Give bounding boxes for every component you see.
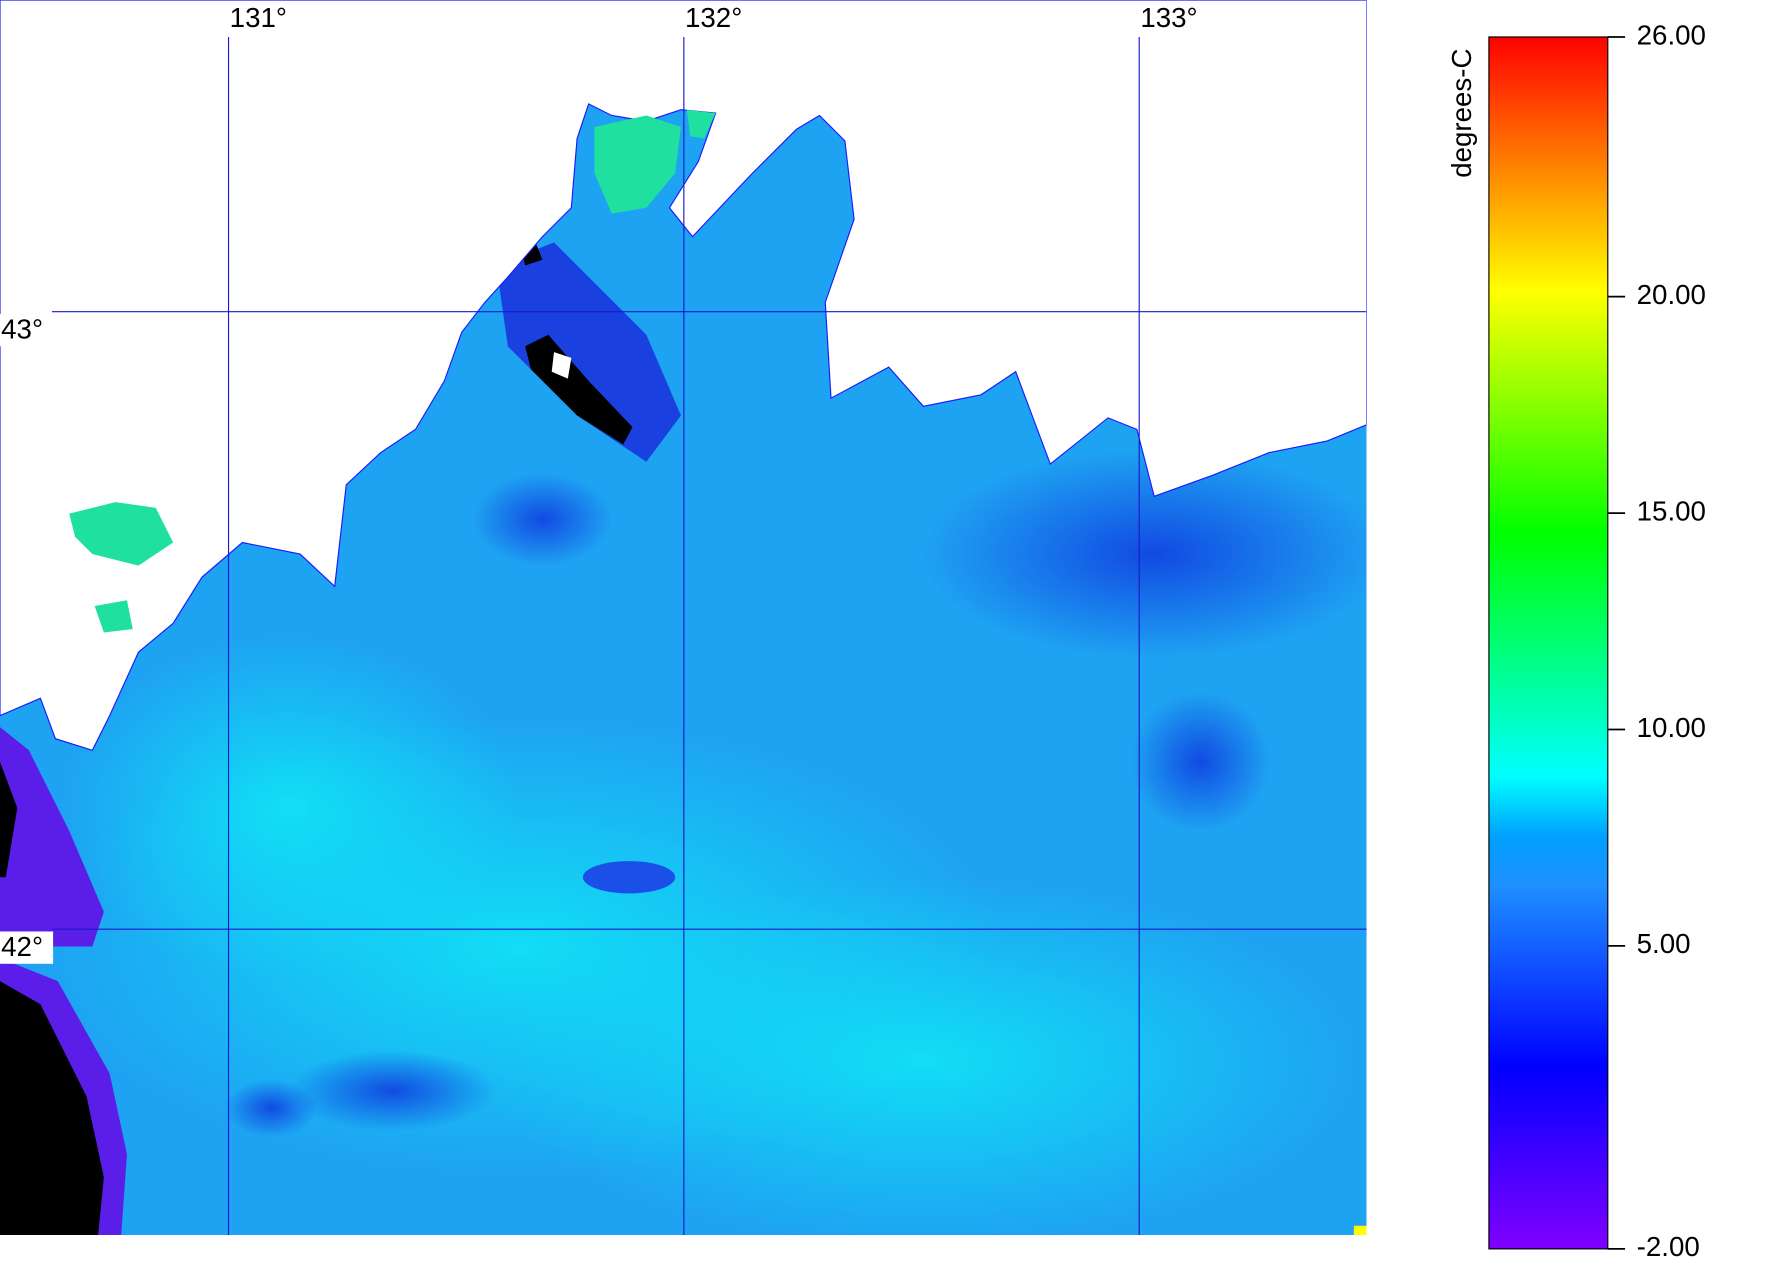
latitude-label: 42° [1, 931, 43, 962]
latitude-label: 43° [1, 314, 43, 345]
sst-field [0, 0, 1367, 1236]
label-box [0, 931, 54, 964]
colorbar-tick-label: 26.00 [1637, 19, 1706, 50]
label-box [0, 313, 54, 347]
longitude-label: 132° [685, 2, 742, 33]
colorbar-tick-label: -2.00 [1637, 1231, 1700, 1262]
graticule [51, 36, 1367, 1236]
colorbar-tick-label: 10.00 [1637, 712, 1706, 743]
colorbar [1488, 36, 1609, 1250]
longitude-label: 133° [1140, 2, 1197, 33]
colorbar-tick-label: 20.00 [1637, 279, 1706, 310]
colorbar-tick-label: 15.00 [1637, 495, 1706, 526]
colorbar-label: degrees-C [1446, 49, 1477, 178]
longitude-label: 131° [230, 2, 287, 33]
colorbar-tick-label: 5.00 [1637, 928, 1691, 959]
